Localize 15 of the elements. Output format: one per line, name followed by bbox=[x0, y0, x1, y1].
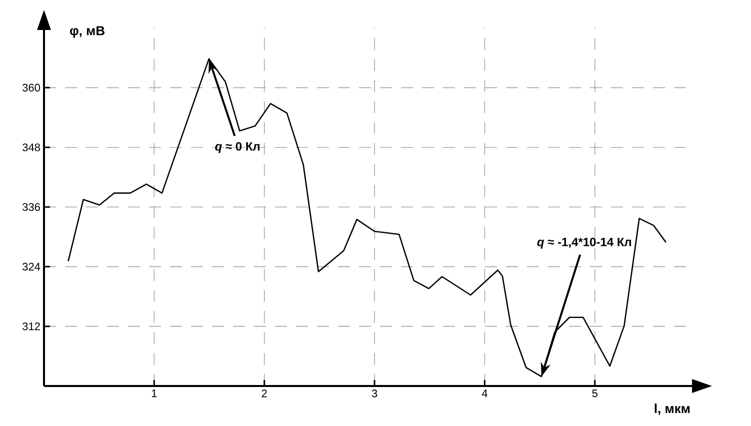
x-tick-label: 2 bbox=[262, 390, 267, 398]
x-axis-title: l, мкм bbox=[654, 404, 690, 415]
y-axis-title: φ, мВ bbox=[70, 26, 104, 38]
y-tick-label: 312 bbox=[22, 322, 40, 330]
x-tick-label: 4 bbox=[482, 390, 488, 398]
line-series bbox=[68, 58, 667, 378]
y-tick-label: 360 bbox=[22, 84, 40, 92]
x-tick-label: 5 bbox=[592, 390, 598, 398]
x-tick-label: 1 bbox=[152, 390, 157, 398]
y-tick-label: 348 bbox=[22, 143, 40, 152]
y-tick-label: 336 bbox=[22, 203, 40, 211]
annotation: q ≈ 0 Кл bbox=[215, 142, 260, 153]
y-tick-label: 324 bbox=[22, 262, 40, 271]
x-tick-label: 3 bbox=[372, 390, 378, 398]
annotation: q ≈ -1,4*10-14 Кл bbox=[537, 238, 631, 249]
